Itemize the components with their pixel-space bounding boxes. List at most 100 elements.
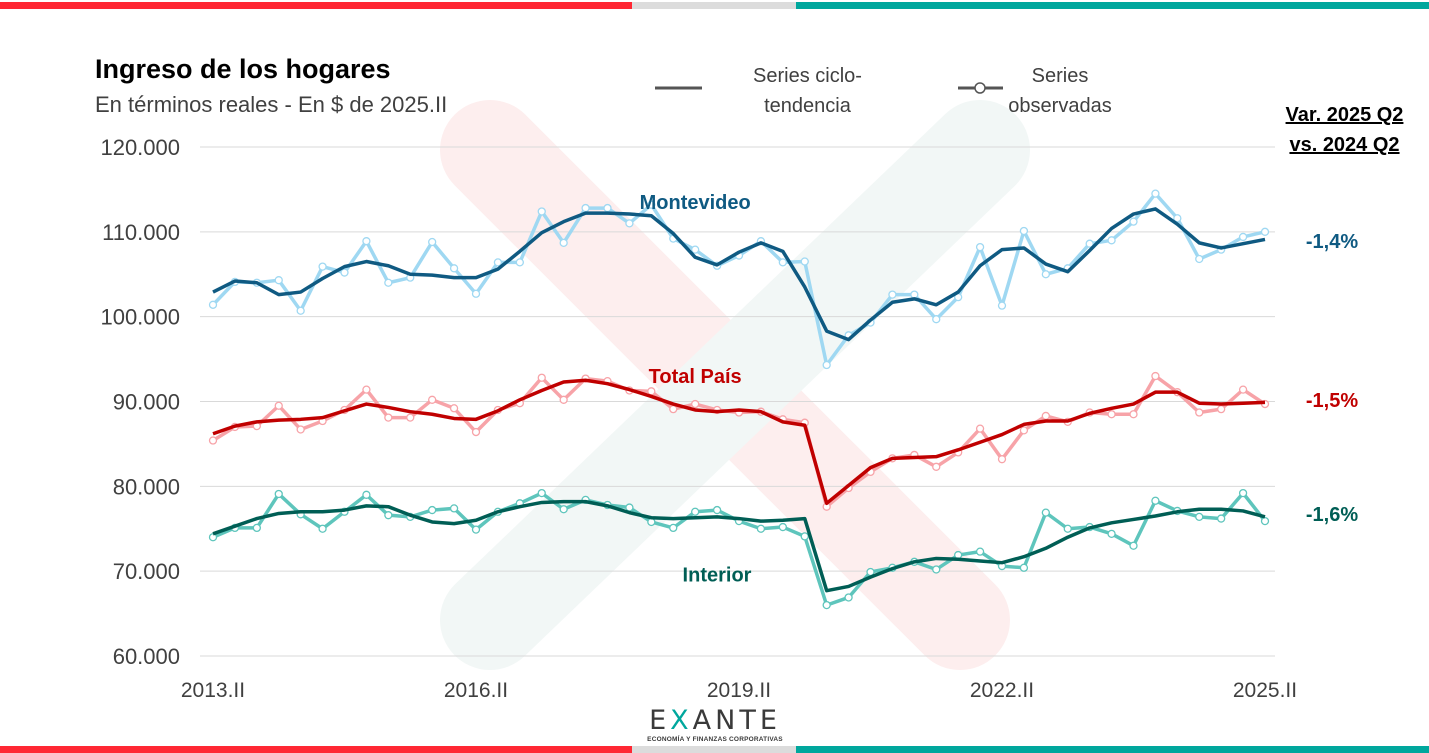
interior-observed-point — [318, 524, 327, 533]
total-pa-s-observed-point — [537, 373, 546, 382]
montevideo-observed-point — [997, 301, 1007, 310]
interior-observed-point — [712, 505, 722, 515]
montevideo-observed-point — [449, 264, 459, 273]
y-tick-label: 100.000 — [100, 305, 180, 330]
montevideo-observed-point — [318, 262, 327, 271]
total-pa-s-observed-point — [406, 413, 415, 422]
interior-observed-line — [212, 491, 1267, 607]
legend-observed-marker — [974, 82, 986, 94]
interior-observed-point — [625, 503, 634, 512]
montevideo-observed-point — [362, 237, 371, 246]
interior-observed-point — [1260, 516, 1270, 526]
montevideo-observed-point — [559, 238, 568, 248]
watermark-stroke-teal — [440, 100, 1030, 670]
interior-variation-value: -1,6% — [1306, 504, 1358, 526]
montevideo-observed-point — [1151, 189, 1160, 198]
interior-observed-point — [932, 565, 941, 574]
interior-observed-point — [449, 504, 459, 513]
montevideo-observed-point — [493, 258, 503, 267]
total-pa-s-observed-point — [208, 436, 218, 445]
legend-trend-label: Series ciclo- tendencia — [720, 61, 895, 121]
variation-header-line1: Var. 2025 Q2 — [1285, 104, 1404, 126]
montevideo-observed-point — [1238, 232, 1248, 242]
montevideo-observed-point — [1260, 227, 1270, 236]
montevideo-observed-point — [603, 203, 612, 213]
y-tick-label: 80.000 — [113, 474, 180, 499]
logo-letter-x: X — [670, 705, 693, 736]
interior-observed-point — [1151, 496, 1160, 505]
montevideo-observed-point — [1173, 214, 1182, 223]
montevideo-observed-point — [691, 245, 700, 254]
y-tick-label: 120.000 — [100, 135, 180, 160]
total-pa-s-observed-point — [691, 399, 700, 409]
total-pa-s-observed-point — [1217, 404, 1226, 414]
total-pa-s-observed-point — [1238, 385, 1248, 394]
total-pa-s-observed-point — [975, 424, 985, 433]
interior-observed-point — [1195, 512, 1204, 522]
montevideo-observed-point — [537, 207, 546, 216]
montevideo-observed-point — [910, 290, 919, 299]
total-pa-s-series-label: Total País — [649, 366, 742, 388]
x-tick-label: 2022.II — [970, 679, 1034, 702]
total-pa-s-variation-value: -1,5% — [1306, 390, 1358, 412]
montevideo-observed-point — [428, 237, 437, 247]
variation-header: Var. 2025 Q2 vs. 2024 Q2 — [1272, 100, 1417, 160]
interior-observed-point — [669, 523, 678, 533]
montevideo-observed-point — [1107, 236, 1116, 245]
interior-observed-point — [1238, 488, 1248, 498]
montevideo-trend-line — [212, 207, 1266, 342]
legend-trend-line1: Series ciclo- — [753, 65, 862, 87]
y-tick-label: 110.000 — [102, 220, 180, 245]
logo-tagline: ECONOMÍA Y FINANZAS CORPORATIVAS — [647, 736, 783, 743]
interior-observed-point — [975, 547, 985, 556]
watermark-x — [440, 100, 1030, 670]
exante-logo: EXANTE ECONOMÍA Y FINANZAS CORPORATIVAS — [640, 705, 790, 744]
bottom-bar-grey — [632, 746, 796, 753]
montevideo-observed-point — [208, 300, 218, 309]
montevideo-observed-point — [932, 315, 941, 324]
interior-observed-point — [1217, 514, 1226, 523]
montevideo-observed-point — [1129, 217, 1138, 226]
chart-title: Ingreso de los hogares — [95, 54, 391, 84]
logo-letters-ante: ANTE — [692, 705, 781, 736]
interior-observed-point — [274, 489, 283, 499]
interior-observed-point — [822, 600, 831, 610]
top-bar-red — [0, 2, 632, 9]
montevideo-observed-point — [1019, 226, 1029, 236]
x-tick-label: 2016.II — [444, 679, 508, 702]
total-pa-s-trend-line — [212, 378, 1266, 506]
interior-observed-point — [1107, 529, 1116, 538]
total-pa-s-observed-point — [1195, 408, 1204, 417]
montevideo-observed-point — [1195, 254, 1204, 264]
montevideo-observed-point — [340, 268, 349, 277]
montevideo-observed-point — [975, 242, 985, 252]
montevideo-variation-value: -1,4% — [1306, 231, 1358, 253]
total-pa-s-observed-point — [362, 385, 371, 394]
interior-observed-point — [1063, 524, 1072, 533]
montevideo-observed-point — [647, 200, 656, 209]
interior-observed-point — [844, 593, 853, 602]
montevideo-observed-point — [888, 290, 897, 299]
total-pa-s-observed-point — [471, 427, 481, 437]
interior-observed-point — [428, 505, 437, 515]
interior-observed-point — [384, 511, 393, 520]
total-pa-s-observed-point — [1151, 371, 1160, 381]
total-pa-s-observed-point — [1019, 426, 1029, 435]
interior-observed-point — [691, 507, 700, 516]
chart-subtitle: En términos reales - En $ de 2025.II — [95, 92, 448, 117]
montevideo-observed-point — [822, 360, 831, 370]
total-pa-s-observed-point — [559, 395, 568, 404]
montevideo-observed-point — [471, 289, 481, 298]
interior-observed-point — [778, 522, 787, 532]
legend-observed-line1: Series — [1031, 65, 1089, 87]
x-tick-label: 2025.II — [1233, 679, 1297, 702]
montevideo-observed-point — [625, 219, 634, 228]
montevideo-observed-point — [515, 258, 524, 267]
legend-observed-label: Series observadas — [1000, 61, 1120, 121]
montevideo-observed-point — [1041, 270, 1050, 279]
logo-letter-e: E — [649, 705, 671, 736]
top-bar-teal — [796, 2, 1429, 9]
interior-observed-point — [537, 488, 546, 498]
total-pa-s-observed-point — [384, 413, 393, 422]
total-pa-s-observed-point — [647, 387, 656, 396]
